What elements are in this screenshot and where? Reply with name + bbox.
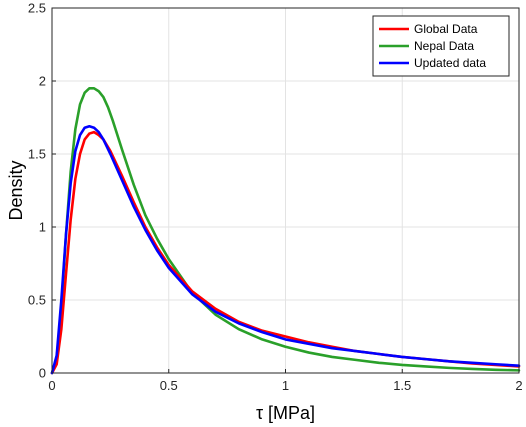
y-tick-label: 0 — [39, 366, 46, 381]
y-tick-label: 1 — [39, 220, 46, 235]
y-tick-labels: 0 0.5 1 1.5 2 2.5 — [28, 1, 56, 381]
legend-label-global: Global Data — [414, 22, 478, 36]
x-tick-label: 1 — [282, 378, 289, 393]
y-tick-label: 1.5 — [28, 147, 46, 162]
x-tick-label: 0 — [48, 378, 55, 393]
x-axis-title: τ [MPa] — [256, 403, 315, 423]
y-axis-title: Density — [6, 160, 26, 220]
y-tick-label: 2 — [39, 74, 46, 89]
legend: Global Data Nepal Data Updated data — [372, 15, 510, 77]
x-tick-label: 1.5 — [393, 378, 411, 393]
legend-label-updated: Updated data — [414, 56, 486, 70]
x-tick-labels: 0 0.5 1 1.5 2 — [48, 369, 523, 393]
y-tick-label: 0.5 — [28, 293, 46, 308]
legend-label-nepal: Nepal Data — [414, 39, 474, 53]
x-tick-label: 0.5 — [160, 378, 178, 393]
x-tick-label: 2 — [515, 378, 522, 393]
series-line-updated — [50, 124, 521, 375]
series-line-nepal — [50, 87, 521, 375]
y-tick-label: 2.5 — [28, 1, 46, 16]
series-lines — [50, 87, 521, 375]
